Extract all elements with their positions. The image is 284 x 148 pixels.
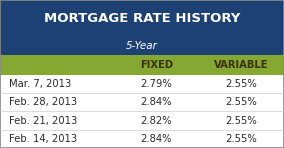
Text: 2.55%: 2.55%: [225, 116, 257, 126]
Text: FIXED: FIXED: [140, 60, 173, 70]
Text: MORTGAGE RATE HISTORY: MORTGAGE RATE HISTORY: [44, 12, 240, 25]
Text: 2.84%: 2.84%: [141, 134, 172, 144]
Text: 2.82%: 2.82%: [140, 116, 172, 126]
Bar: [0, 0, 284, 38]
Text: VARIABLE: VARIABLE: [214, 60, 269, 70]
Text: Mar. 7, 2013: Mar. 7, 2013: [9, 79, 71, 89]
Bar: [0, 130, 284, 148]
Text: 2.55%: 2.55%: [225, 97, 257, 107]
Text: Feb. 14, 2013: Feb. 14, 2013: [9, 134, 77, 144]
Bar: [0, 38, 284, 55]
Bar: [0, 93, 284, 111]
Text: 2.55%: 2.55%: [225, 79, 257, 89]
Text: Feb. 21, 2013: Feb. 21, 2013: [9, 116, 77, 126]
Text: 2.55%: 2.55%: [225, 134, 257, 144]
Text: 5-Year: 5-Year: [126, 41, 158, 51]
Text: 2.79%: 2.79%: [140, 79, 172, 89]
Bar: [0, 75, 284, 93]
Text: 2.84%: 2.84%: [141, 97, 172, 107]
Bar: [0, 111, 284, 130]
Text: Feb. 28, 2013: Feb. 28, 2013: [9, 97, 77, 107]
Bar: [0, 55, 284, 75]
